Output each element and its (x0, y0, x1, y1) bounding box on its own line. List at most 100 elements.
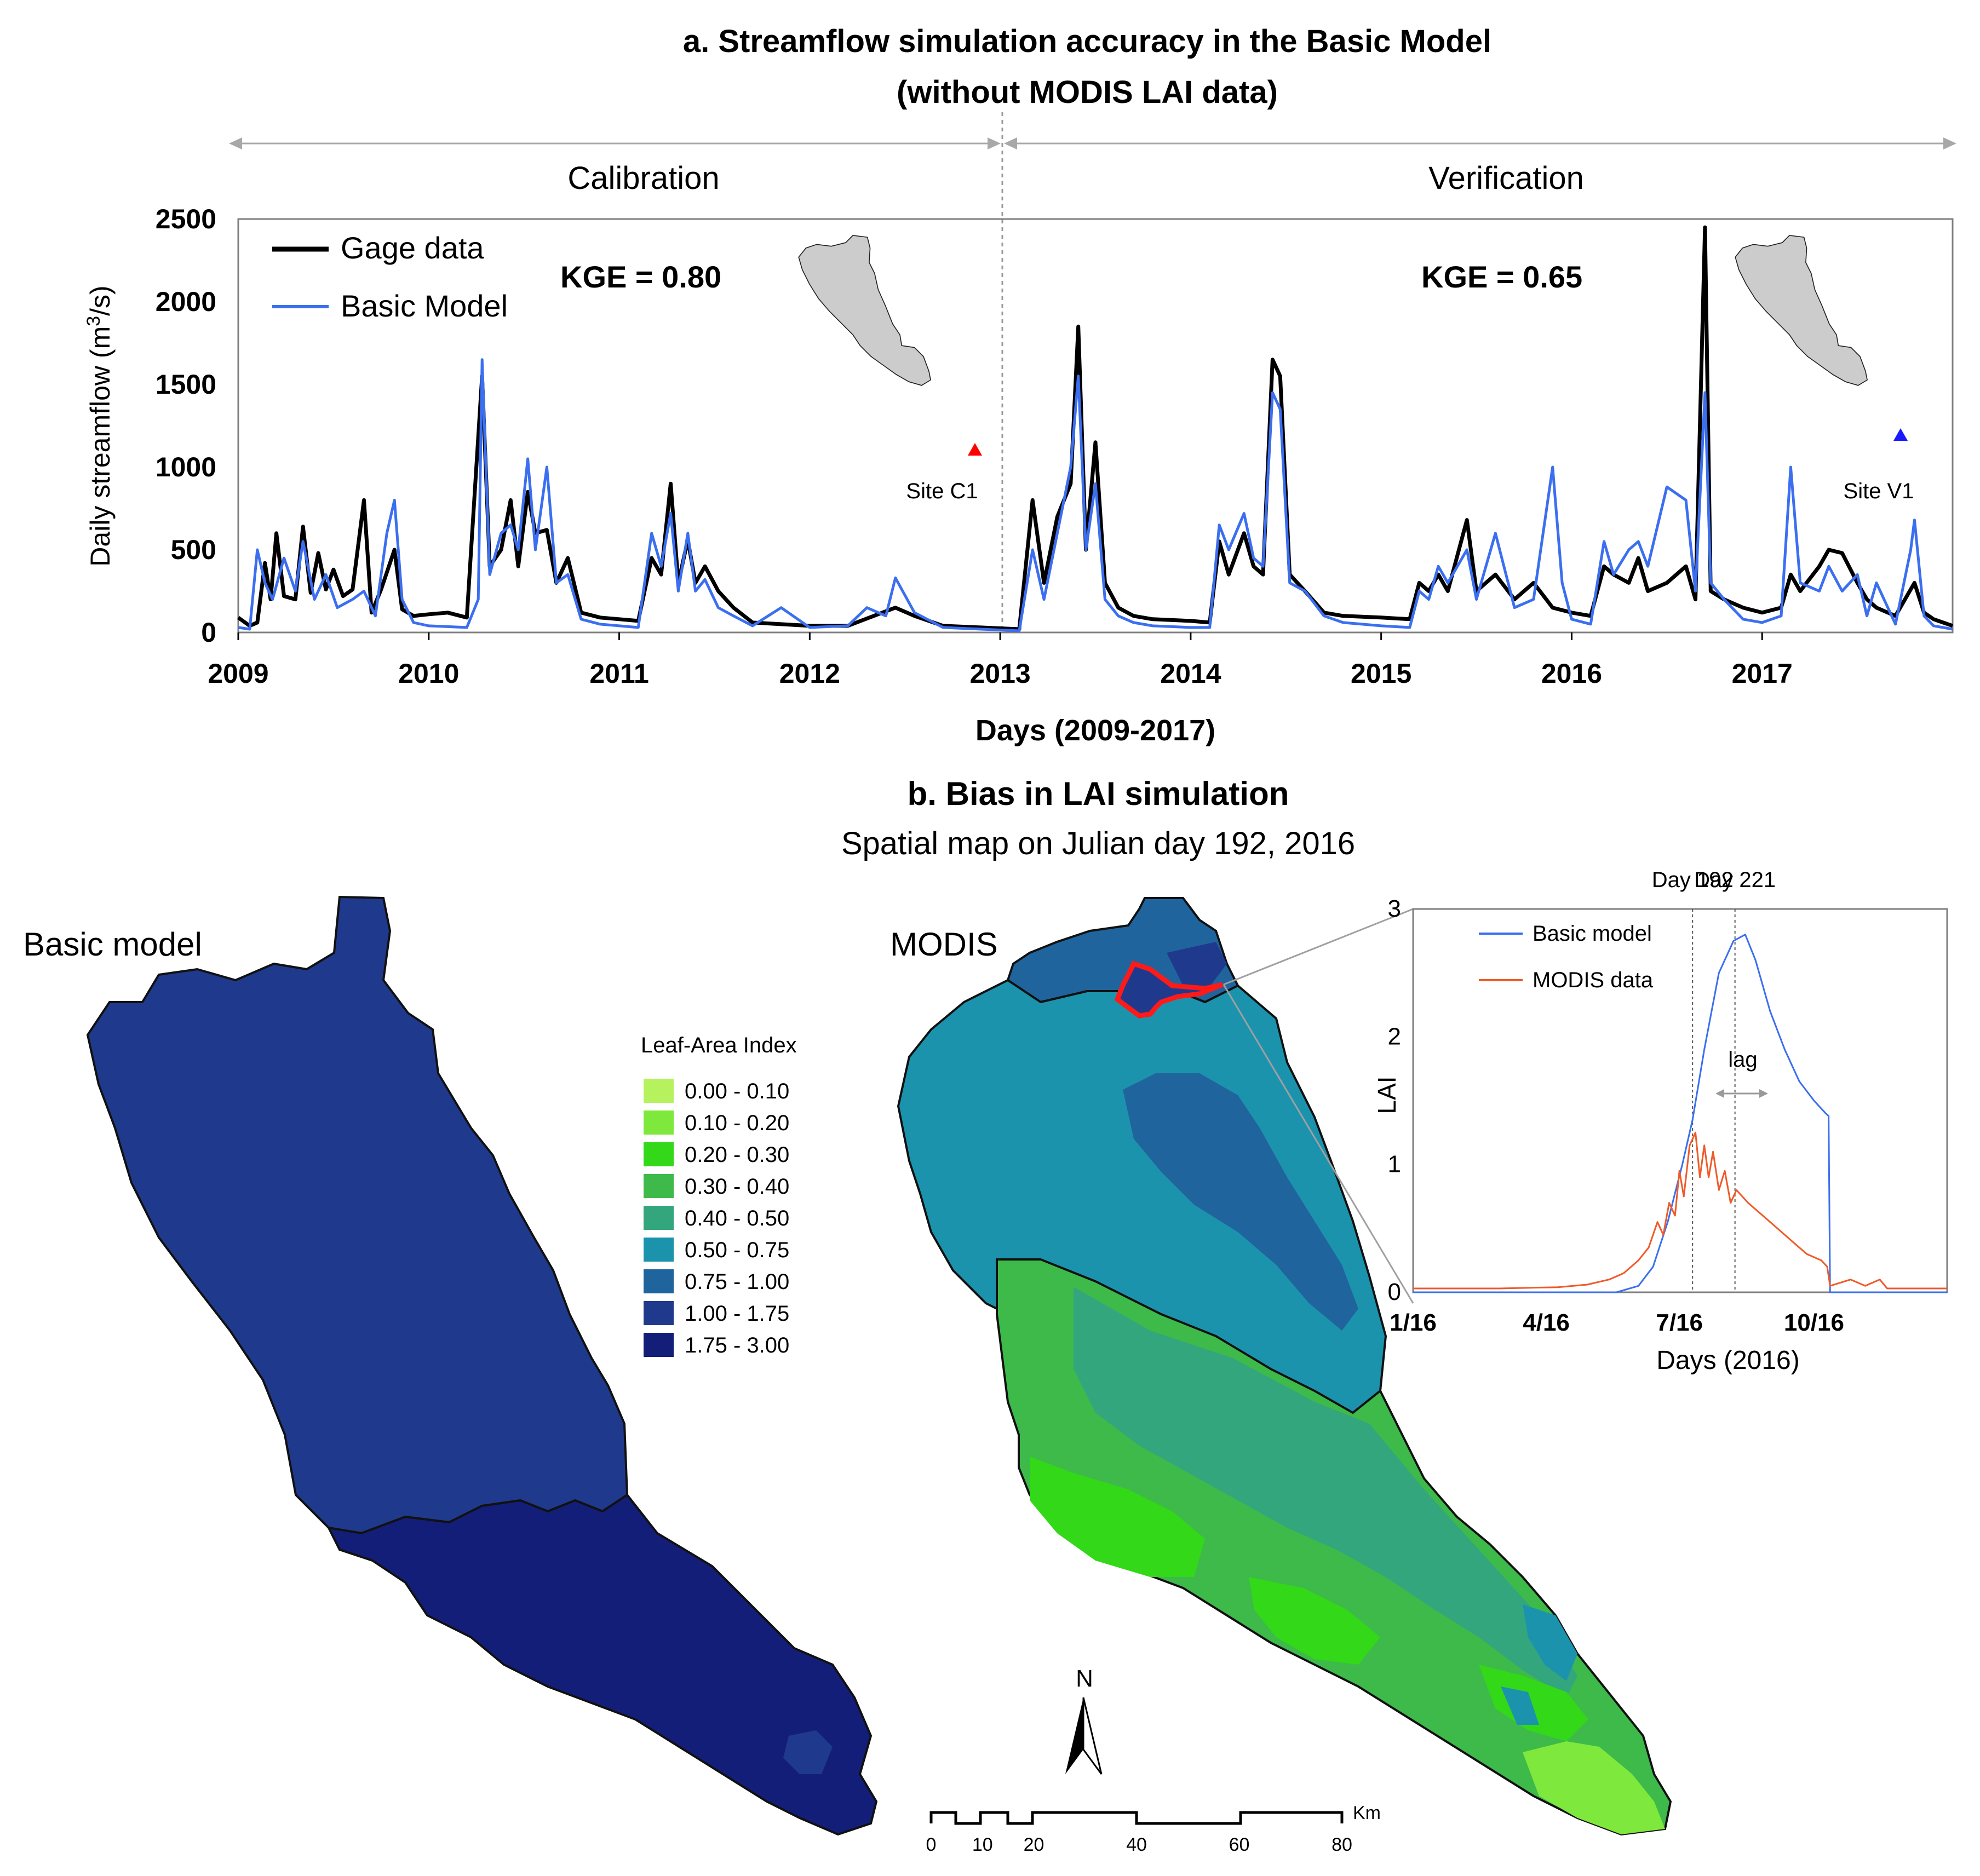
lai-legend-label: 1.00 - 1.75 (685, 1302, 789, 1326)
lai-lag-label: lag (1728, 1048, 1757, 1072)
scale-tick-label: 60 (1229, 1834, 1250, 1855)
lai-legend-swatch (644, 1110, 674, 1135)
lai-x-tick-label: 7/16 (1656, 1309, 1703, 1336)
lai-legend-label: 0.20 - 0.30 (685, 1143, 789, 1167)
basic-map-upper (86, 895, 629, 1535)
lai-basic-model-line (1413, 934, 1947, 1293)
legend-gage-label: Gage data (341, 231, 484, 265)
streamflow-y-tick-label: 1000 (156, 452, 216, 482)
scale-tick-label: 20 (1024, 1834, 1044, 1855)
modis-region-band (1123, 1073, 1358, 1331)
streamflow-y-tick-label: 500 (171, 534, 216, 565)
lai-lag-arrow (1715, 1089, 1768, 1098)
north-arrow-icon (1065, 1697, 1103, 1775)
scale-bar (929, 1811, 1344, 1825)
lai-legend-basic-label: Basic model (1533, 922, 1652, 946)
lai-legend-title: Leaf-Area Index (641, 1033, 797, 1057)
streamflow-x-tick-label: 2009 (208, 658, 268, 689)
modis-region-ne (1167, 942, 1227, 986)
streamflow-series (237, 225, 1954, 632)
streamflow-x-tick-label: 2015 (1351, 658, 1411, 689)
streamflow-x-tick-label: 2011 (589, 658, 648, 689)
lai-y-tick-label: 0 (1388, 1279, 1401, 1305)
lai-legend-label: 0.40 - 0.50 (685, 1206, 789, 1230)
modis-map (897, 897, 1672, 1836)
panel-b-title-line2: Spatial map on Julian day 192, 2016 (841, 826, 1355, 861)
lai-x-tick-label: 10/16 (1784, 1309, 1844, 1336)
lai-legend-label: 1.75 - 3.00 (685, 1333, 789, 1357)
streamflow-y-tick-label: 0 (201, 617, 216, 648)
basin-inset-c1 (798, 235, 932, 386)
lai-legend-label: 0.10 - 0.20 (685, 1111, 789, 1135)
modis-region-bright1 (1030, 1457, 1205, 1577)
streamflow-x-axis-label: Days (2009-2017) (975, 714, 1215, 747)
lai-legend-label: 0.50 - 0.75 (685, 1238, 789, 1262)
scale-tick-label: 40 (1126, 1834, 1147, 1855)
lai-legend-swatch (644, 1269, 674, 1293)
basic-map-patch (783, 1730, 833, 1774)
calibration-arrow (229, 137, 1001, 149)
panel-b-title-line1: b. Bias in LAI simulation (908, 775, 1289, 812)
lai-legend: 0.00 - 0.10 0.10 - 0.20 0.20 - 0.30 0.30 - … (644, 1079, 789, 1357)
modis-region-bright2 (1249, 1577, 1380, 1665)
streamflow-x-tick-label: 2016 (1541, 658, 1602, 689)
lai-y-tick-label: 1 (1388, 1151, 1401, 1178)
modis-region-lightest (1523, 1741, 1665, 1834)
streamflow-x-tick-label: 2014 (1160, 658, 1221, 689)
modis-region-teal (1074, 1287, 1577, 1697)
legend-basic-label: Basic Model (341, 289, 508, 323)
basic-model-map (86, 895, 878, 1836)
site-v1-label: Site V1 (1844, 479, 1914, 503)
modis-selected-subbasin (1114, 960, 1224, 1018)
basin-inset-v1 (1735, 235, 1868, 386)
modis-region-blue-strip (1523, 1604, 1577, 1681)
modis-region-bright3 (1479, 1665, 1588, 1741)
lai-x-tick-label: 1/16 (1390, 1309, 1437, 1336)
lai-x-axis-label: Days (2016) (1656, 1346, 1799, 1375)
gage-data-line (237, 225, 1954, 631)
scale-km-label: Km (1353, 1803, 1381, 1823)
verification-label: Verification (1428, 160, 1584, 196)
zoom-line-top (1223, 908, 1414, 986)
streamflow-plot-frame (237, 218, 1954, 634)
lai-modis-line (1413, 1131, 1947, 1290)
streamflow-y-tick-label: 2500 (156, 204, 216, 234)
scale-tick-label: 0 (926, 1834, 937, 1855)
lai-legend-swatch (644, 1206, 674, 1230)
lai-y-tick-label: 3 (1388, 895, 1401, 922)
streamflow-y-axis-label: Daily streamflow (m3/s) (83, 285, 116, 566)
verification-arrow (1004, 137, 1956, 149)
kge-calibration: KGE = 0.80 (560, 260, 721, 294)
basic-map-lower (326, 1493, 878, 1836)
lai-legend-label: 0.30 - 0.40 (685, 1175, 789, 1199)
scale-ticks: 0 10 20 40 60 80 (926, 1834, 1352, 1855)
lai-legend-swatch (644, 1142, 674, 1166)
kge-verification: KGE = 0.65 (1421, 260, 1582, 294)
streamflow-x-tick-label: 2012 (779, 658, 840, 689)
lai-legend-swatch (644, 1079, 674, 1103)
lai-series (1413, 934, 1947, 1293)
lai-inset-frame (1412, 908, 1948, 1293)
streamflow-y-tick-label: 2000 (156, 286, 216, 317)
scale-tick-label: 80 (1332, 1834, 1352, 1855)
map-left-label: Basic model (23, 926, 202, 963)
panel-a-title-line2: (without MODIS LAI data) (897, 74, 1278, 110)
lai-legend-swatch (644, 1238, 674, 1262)
lai-legend-label: 0.00 - 0.10 (685, 1079, 789, 1103)
lai-y-tick-label: 2 (1388, 1023, 1401, 1050)
lai-legend-label: 0.75 - 1.00 (685, 1270, 789, 1294)
scale-tick-label: 10 (972, 1834, 993, 1855)
zoom-line-bottom (1223, 984, 1414, 1304)
site-c1-marker (968, 443, 982, 456)
lai-legend-swatch (644, 1174, 674, 1198)
lai-legend-modis-label: MODIS data (1533, 968, 1654, 992)
lai-legend-swatch (644, 1301, 674, 1325)
north-label: N (1076, 1665, 1093, 1692)
lai-x-tick-label: 4/16 (1523, 1309, 1570, 1336)
lai-day-marker-label: Day 192 (1652, 868, 1734, 892)
panel-a-title-line1: a. Streamflow simulation accuracy in the… (683, 24, 1491, 59)
lai-y-axis-label: LAI (1373, 1076, 1401, 1114)
streamflow-axes: 0 500 1000 1500 2000 2500 2009 2010 2011 2012 2013… (156, 204, 1793, 689)
